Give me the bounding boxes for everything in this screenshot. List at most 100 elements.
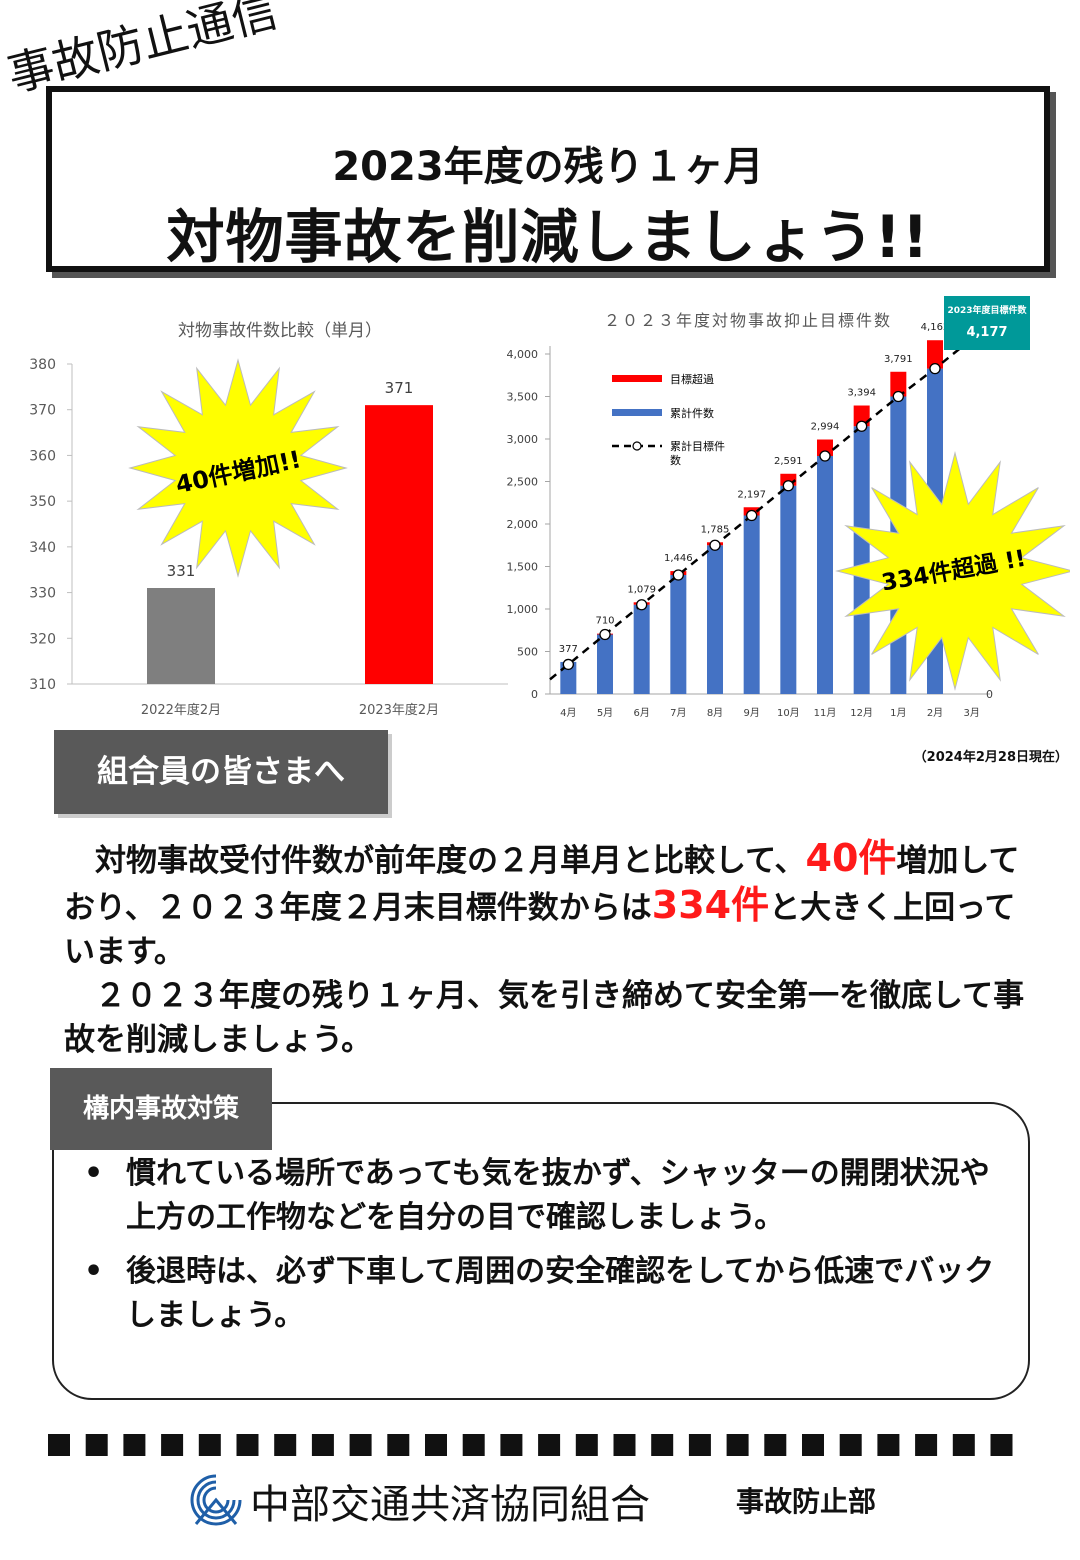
bar-over-target <box>927 340 943 369</box>
divider-square <box>839 1434 862 1456</box>
y-tick-label: 360 <box>29 448 56 464</box>
data-label: 1,079 <box>627 584 656 595</box>
bar-over-target <box>890 371 907 397</box>
data-label: 371 <box>385 379 414 397</box>
x-tick-label: 11月 <box>814 707 837 719</box>
target-marker <box>929 362 941 375</box>
x-tick-label: 5月 <box>597 707 613 719</box>
x-tick-label: 3月 <box>963 707 979 719</box>
target-marker <box>746 509 758 522</box>
divider-square <box>877 1434 900 1456</box>
measures-list: • 慣れている場所であっても気を抜かず、シャッターの開閉状況や上方の工作物などを自… <box>76 1152 1016 1348</box>
annual-target-label: 2023年度目標件数 <box>947 304 1027 316</box>
legend-swatch-over <box>612 375 662 382</box>
target-marker <box>892 390 904 403</box>
divider-square <box>236 1434 259 1456</box>
monthly-comparison-chart: 対物事故件数比較（単月） 310 320 330 340 350 360 370 380 33… <box>29 321 508 718</box>
y-tick-label: 1,500 <box>507 561 539 574</box>
y-tick-label: 0 <box>531 688 538 701</box>
data-label: 3,791 <box>884 354 913 365</box>
bar <box>147 588 215 684</box>
data-label: 377 <box>559 644 578 655</box>
x-tick-label: 7月 <box>670 707 686 719</box>
target-marker <box>782 480 794 492</box>
divider-square <box>915 1434 938 1456</box>
y-tick-label: 1,000 <box>507 603 539 616</box>
section-title-members: 組合員の皆さまへ <box>54 730 388 814</box>
y-tick-label: 370 <box>29 403 56 419</box>
y-tick-label: 2,000 <box>507 518 539 531</box>
divider-square <box>538 1434 561 1456</box>
message-text: 増加しており、２０２３年度２月末目標件数からは <box>64 843 1020 926</box>
y-tick-label: 3,000 <box>507 433 539 446</box>
divider-square <box>802 1434 824 1456</box>
message-body: 対物事故受付件数が前年度の２月単月と比較して、40件増加しており、２０２３年度２… <box>64 836 1044 1062</box>
bar-cumulative <box>633 604 650 694</box>
legend-label-target: 累計目標件数 <box>670 439 725 467</box>
message-text: と大きく上回っています。 <box>64 890 1016 970</box>
annual-target-box: 2023年度目標件数 4,177 <box>944 296 1030 350</box>
divider-square <box>85 1434 108 1456</box>
data-label: 710 <box>595 616 614 627</box>
divider-square <box>123 1434 146 1456</box>
data-label: 2,591 <box>774 456 803 467</box>
x-tick-label: 8月 <box>707 707 723 719</box>
chart2-legend: 目標超過 累計件数 累計目標件数 <box>612 372 725 467</box>
data-label: 1,785 <box>701 524 730 535</box>
y-tick-label: 4,000 <box>507 348 539 361</box>
legend-swatch-cumulative <box>612 409 662 416</box>
y-tick-label: 350 <box>29 494 56 510</box>
bar-cumulative <box>707 545 723 694</box>
legend-marker-target <box>632 441 642 451</box>
increase-callout-burst: 40件増加!! <box>128 358 348 578</box>
divider-square <box>688 1434 711 1456</box>
bar-cumulative <box>853 426 870 694</box>
increase-highlight: 40件 <box>805 836 897 880</box>
divider-square <box>651 1434 674 1456</box>
divider-square <box>48 1434 70 1456</box>
chart1-title: 対物事故件数比較（単月） <box>178 321 382 341</box>
excess-callout-burst: 334件超過 !! <box>835 451 1070 691</box>
divider-square <box>274 1434 297 1456</box>
data-label: 331 <box>167 562 196 580</box>
message-text: ２０２３年度の残り１ヶ月、気を引き締めて安全第一を徹底して事故を削減しましょう。 <box>64 978 1025 1058</box>
secondary-zero-label: 0 <box>986 688 993 701</box>
y-tick-label: 320 <box>29 631 56 647</box>
y-tick-label: 310 <box>29 677 56 693</box>
x-tick-label: 12月 <box>850 707 873 719</box>
bar-over-target <box>780 473 797 486</box>
bar-cumulative <box>743 515 760 694</box>
target-marker <box>672 569 684 581</box>
divider-square <box>726 1434 749 1456</box>
target-marker <box>636 599 648 611</box>
divider-square <box>764 1434 787 1456</box>
x-tick-label: 4月 <box>560 707 576 719</box>
divider-square <box>387 1434 410 1456</box>
bar-cumulative <box>670 575 687 694</box>
section-title-yard-accidents: 構内事故対策 <box>50 1068 272 1150</box>
divider-square <box>990 1434 1013 1456</box>
chart2-title: ２０２３年度対物事故抑止目標件数 <box>604 311 892 330</box>
bullet-icon: • <box>84 1254 104 1289</box>
divider-square <box>575 1434 598 1456</box>
message-text: 対物事故受付件数が前年度の２月単月と比較して、 <box>95 843 806 879</box>
divider-square <box>161 1434 184 1456</box>
target-marker <box>709 539 721 551</box>
target-marker <box>856 420 868 432</box>
x-tick-label: 9月 <box>743 707 759 719</box>
data-label: 1,446 <box>664 553 693 564</box>
headline-sub: 2023年度の残り１ヶ月 <box>332 144 764 190</box>
annual-target-value: 4,177 <box>966 325 1007 340</box>
measure-text: 後退時は、必ず下車して周囲の安全確認をしてから低速でバックしましょう。 <box>126 1254 995 1333</box>
cumulative-target-chart: ２０２３年度対物事故抑止目標件数 0 500 1,000 1,500 2,000 2,50… <box>507 296 1070 719</box>
target-marker <box>599 628 611 641</box>
data-label: 2,994 <box>811 422 840 433</box>
divider-square <box>198 1434 221 1456</box>
x-tick-label: 1月 <box>890 707 906 719</box>
y-tick-label: 380 <box>29 357 56 373</box>
y-tick-label: 3,500 <box>507 391 539 404</box>
divider-square <box>425 1434 447 1456</box>
x-tick-label: 6月 <box>633 707 649 719</box>
department-name: 事故防止部 <box>736 1485 877 1518</box>
bar-cumulative <box>780 485 797 694</box>
